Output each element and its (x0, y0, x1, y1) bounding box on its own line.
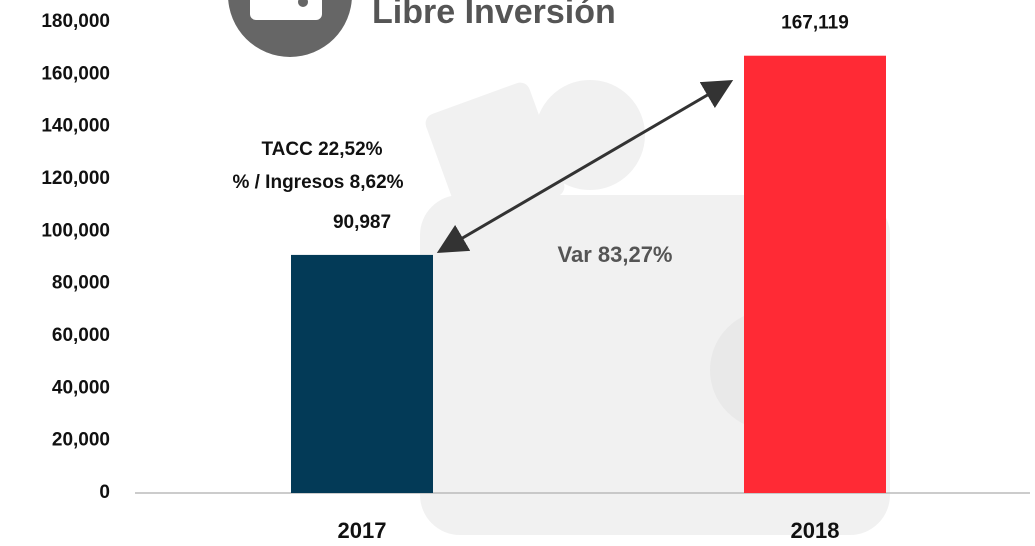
y-tick-label: 180,000 (41, 11, 110, 32)
y-tick-label: 60,000 (52, 325, 110, 346)
y-tick-label: 120,000 (41, 168, 110, 189)
annotation: % / Ingresos 8,62% (232, 172, 403, 193)
title-icon (228, 0, 352, 57)
x-tick-label: 2018 (791, 518, 840, 543)
y-tick-label: 20,000 (52, 430, 110, 451)
chart-title: Libre Inversión (372, 0, 616, 31)
annotation: TACC 22,52% (261, 139, 382, 160)
y-tick-label: 40,000 (52, 377, 110, 398)
annotation: Var 83,27% (558, 242, 673, 267)
y-tick-label: 80,000 (52, 273, 110, 294)
value-label: 90,987 (333, 212, 391, 233)
value-label: 167,119 (781, 13, 849, 34)
y-tick-label: 140,000 (41, 116, 110, 137)
chart: Libre Inversión TACC 22,52% % / Ingresos… (0, 0, 1035, 546)
y-tick-label: 160,000 (41, 63, 110, 84)
x-tick-label: 2017 (338, 518, 387, 543)
bar (291, 255, 433, 493)
y-tick-label: 0 (99, 482, 110, 503)
bar (744, 56, 886, 493)
y-tick-label: 100,000 (41, 220, 110, 241)
